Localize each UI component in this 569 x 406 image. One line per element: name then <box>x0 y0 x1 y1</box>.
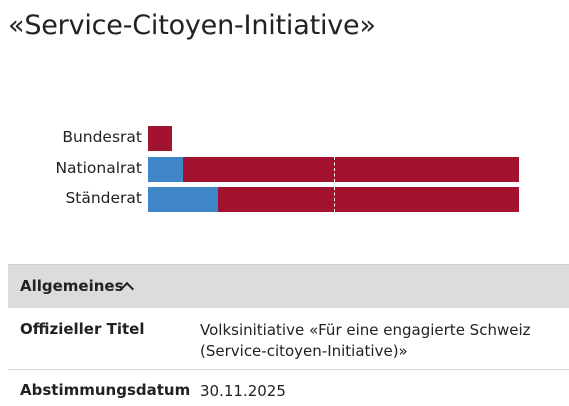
vote-label: Ständerat <box>65 189 142 207</box>
vote-row-staenderat: Ständerat <box>0 187 569 212</box>
vote-result-chart: Bundesrat Nationalrat Ständerat <box>0 124 569 216</box>
section-header-allgemeines[interactable]: Allgemeines <box>8 265 569 308</box>
info-row-official-title: Offizieller Titel Volksinitiative «Für e… <box>8 308 569 370</box>
vote-label: Nationalrat <box>55 159 142 177</box>
vote-bar-track <box>148 126 519 151</box>
vote-row-nationalrat: Nationalrat <box>0 157 569 182</box>
page-title: «Service-Citoyen-Initiative» <box>8 10 376 41</box>
majority-line <box>334 157 335 182</box>
vote-row-bundesrat: Bundesrat <box>0 126 569 151</box>
info-section: Allgemeines Offizieller Titel Volksiniti… <box>8 264 569 406</box>
vote-bar-track <box>148 157 519 182</box>
vote-label: Bundesrat <box>62 128 142 146</box>
info-key: Offizieller Titel <box>20 320 145 338</box>
vote-bar-track <box>148 187 519 212</box>
info-row-vote-date: Abstimmungsdatum 30.11.2025 <box>8 370 569 406</box>
info-key: Abstimmungsdatum <box>20 381 191 399</box>
info-value: 30.11.2025 <box>200 382 286 400</box>
info-value: Volksinitiative «Für eine engagierte Sch… <box>200 321 531 360</box>
vote-bar-yes <box>148 187 218 212</box>
vote-bar-yes <box>148 157 183 182</box>
vote-bar-no <box>183 157 519 182</box>
section-title: Allgemeines <box>20 277 124 295</box>
vote-bar-no <box>148 126 172 151</box>
vote-bar-no <box>218 187 519 212</box>
majority-line <box>334 187 335 212</box>
